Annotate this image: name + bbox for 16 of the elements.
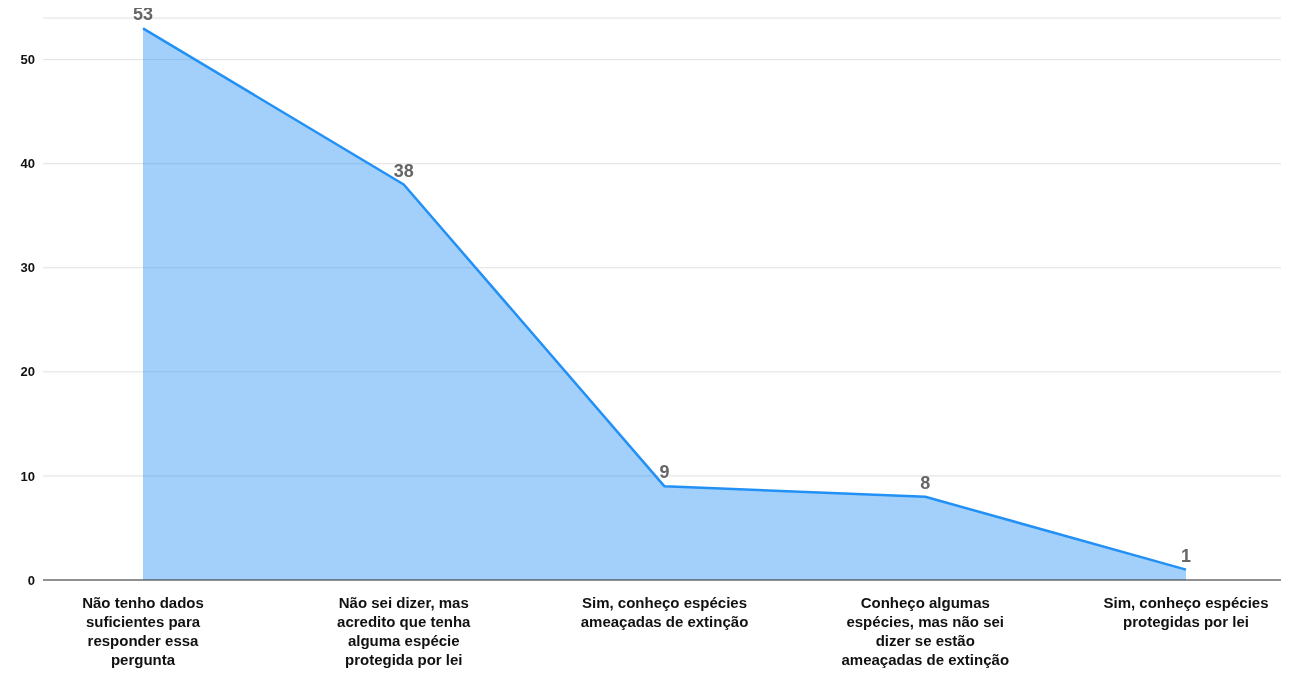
y-tick-label: 10 — [20, 468, 35, 484]
data-label: 38 — [393, 160, 414, 181]
y-tick-label: 40 — [20, 156, 35, 172]
y-tick-label: 0 — [27, 572, 35, 588]
x-tick-label: Não tenho dados suficientes para responder essa pergunta — [82, 594, 204, 668]
data-label: 53 — [132, 4, 154, 25]
data-label: 8 — [920, 472, 931, 493]
y-tick-label: 30 — [20, 260, 35, 276]
y-tick-label: 50 — [20, 52, 35, 68]
x-tick-label: Não sei dizer, mas acredito que tenha alguma espécie protegida por lei — [337, 594, 472, 668]
data-label: 9 — [659, 462, 670, 483]
x-tick-label: Sim, conheço espécies protegidas por lei — [1103, 594, 1269, 630]
data-label: 1 — [1180, 545, 1192, 566]
x-tick-label: Sim, conheço espécies ameaçadas de extinção — [580, 594, 749, 630]
x-tick-label: Conheço algumas espécies, mas não sei dizer se estão ameaçadas de extinção — [841, 594, 1010, 668]
y-tick-label: 20 — [20, 364, 35, 380]
